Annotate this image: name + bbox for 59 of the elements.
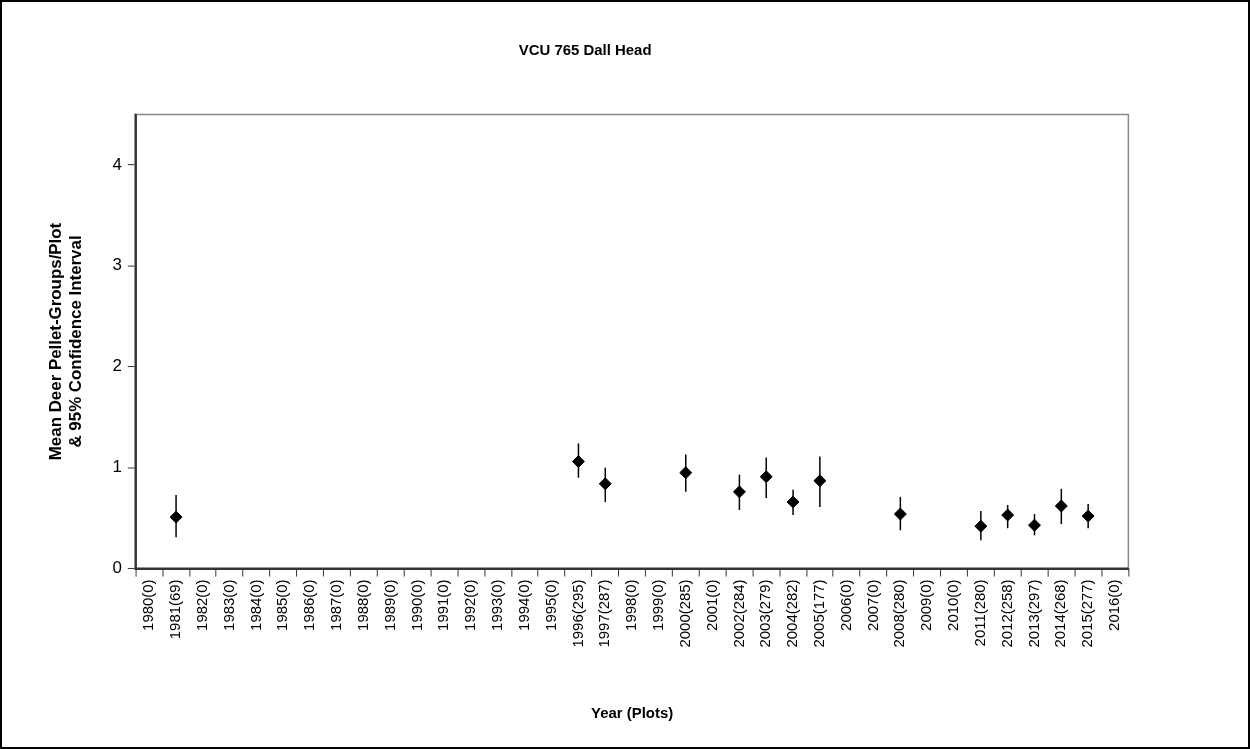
y-tick-label: 0 [112,558,122,578]
x-tick-label: 2010(0) [944,579,962,631]
x-tick-label: 1987(0) [327,579,345,631]
point [1028,518,1041,532]
x-tick-label: 1982(0) [193,579,211,631]
y-axis-title: Mean Deer Pellet-Groups/Plot & 95% Confidence Interval [45,222,86,461]
x-tick-label: 1992(0) [461,579,479,631]
point [598,477,612,491]
point [813,474,827,488]
y-tick-label: 1 [112,457,122,477]
x-tick-label: 1994(0) [514,579,532,631]
x-tick-label: 1998(0) [622,579,640,631]
x-tick-label: 2015(277) [1078,579,1096,648]
x-tick-label: 1993(0) [488,579,506,631]
point [169,510,183,524]
x-tick-label: 2009(0) [917,579,935,631]
x-tick-label: 2007(0) [863,579,881,631]
x-tick-label: 2012(258) [997,579,1015,648]
point [1081,509,1095,523]
point [893,507,907,521]
x-tick-label: 2013(297) [1024,579,1042,648]
y-tick-label: 3 [112,255,122,275]
x-tick-label: 2005(177) [810,579,828,648]
point [759,470,773,484]
x-tick-label: 2006(0) [836,579,854,631]
x-tick-label: 1981(69) [166,579,184,640]
x-tick-label: 2008(280) [890,579,908,648]
x-tick-label: 1988(0) [353,579,371,631]
x-tick-label: 1989(0) [380,579,398,631]
point [786,495,800,509]
x-axis-title: Year (Plots) [591,704,674,722]
x-tick-label: 2011(280) [970,579,988,647]
x-tick-label: 1991(0) [434,579,452,631]
x-tick-label: 2016(0) [1105,579,1123,631]
x-tick-label: 1985(0) [273,579,291,631]
x-tick-label: 2004(282) [783,579,801,648]
y-tick-label: 2 [112,356,122,376]
x-tick-label: 1984(0) [246,579,264,631]
point [1054,499,1068,513]
y-tick-label: 4 [112,154,122,174]
x-tick-label: 1997(287) [595,579,613,648]
x-tick-label: 2000(285) [675,579,693,648]
x-tick-label: 2003(279) [756,579,774,648]
x-tick-label: 1990(0) [407,579,425,631]
x-tick-label: 1999(0) [649,579,667,631]
point [974,519,988,533]
x-tick-label: 1995(0) [541,579,559,631]
point [1001,508,1015,522]
x-tick-label: 2002(284) [729,579,747,648]
chart-title: VCU 765 Dall Head [518,40,652,58]
x-tick-label: 2014(268) [1051,579,1069,648]
point [732,485,746,499]
x-tick-label: 1980(0) [139,579,157,631]
x-tick-label: 1986(0) [300,579,318,631]
point [679,466,693,480]
point [571,455,585,469]
x-tick-label: 1983(0) [219,579,237,631]
x-tick-label: 1996(295) [568,579,586,648]
x-tick-label: 2001(0) [702,579,720,631]
